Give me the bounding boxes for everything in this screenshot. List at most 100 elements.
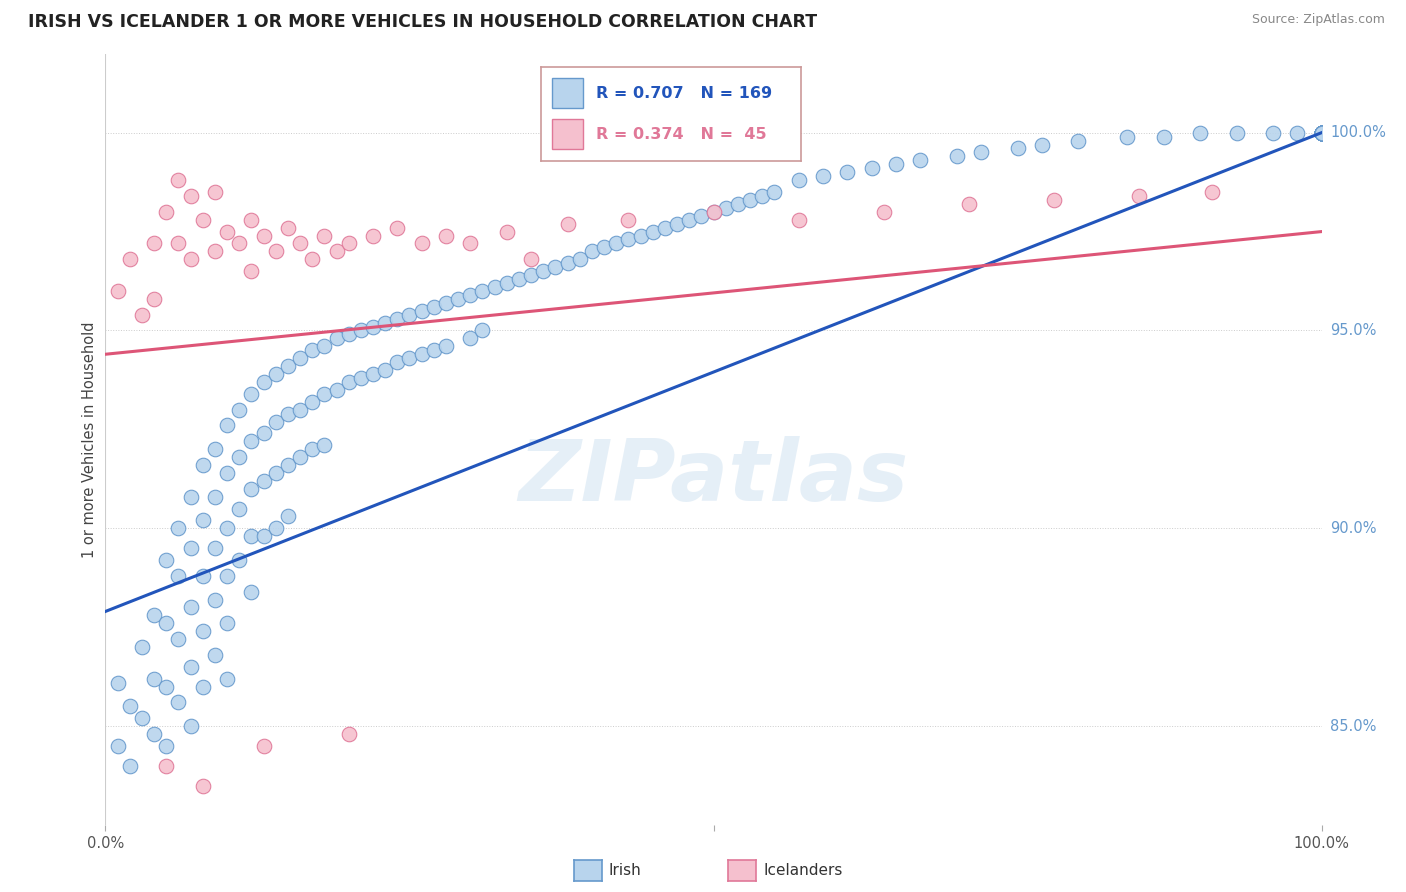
Point (1310, 126, 1333, 140)
Point (738, 193, 761, 207)
Point (167, 632, 190, 647)
Point (217, 616, 239, 631)
Point (1310, 126, 1333, 140)
Point (264, 367, 287, 381)
Point (131, 308, 153, 322)
Point (1310, 126, 1333, 140)
Point (361, 367, 384, 381)
Point (143, 608, 166, 623)
Point (240, 386, 263, 401)
Point (314, 386, 336, 401)
Point (884, 157, 907, 171)
Point (1310, 126, 1333, 140)
Point (1310, 126, 1333, 140)
Point (217, 466, 239, 480)
Point (1310, 126, 1333, 140)
Point (1310, 126, 1333, 140)
Text: R = 0.374   N =  45: R = 0.374 N = 45 (596, 127, 766, 142)
Point (837, 165, 859, 179)
Point (191, 458, 214, 472)
Point (217, 225, 239, 239)
Point (191, 212, 214, 227)
Point (314, 228, 336, 243)
Point (204, 244, 226, 259)
Point (1310, 126, 1333, 140)
Point (458, 288, 481, 302)
Point (107, 284, 129, 298)
Point (1310, 126, 1333, 140)
Point (873, 204, 896, 219)
Point (398, 308, 420, 322)
Point (434, 228, 457, 243)
Point (423, 300, 446, 314)
Point (970, 145, 993, 160)
Point (1189, 126, 1212, 140)
Point (458, 331, 481, 345)
Point (228, 553, 250, 567)
Point (131, 711, 153, 725)
Text: Icelanders: Icelanders (763, 863, 842, 878)
Point (763, 185, 786, 199)
Point (1310, 126, 1333, 140)
Point (288, 450, 311, 464)
Point (191, 569, 214, 583)
Point (155, 739, 177, 753)
Point (458, 236, 481, 251)
Point (337, 327, 360, 342)
Point (301, 343, 323, 358)
Point (288, 402, 311, 417)
Point (361, 228, 384, 243)
Point (1043, 193, 1066, 207)
Point (240, 434, 263, 449)
Point (1310, 126, 1333, 140)
Point (118, 758, 141, 772)
Point (1310, 126, 1333, 140)
Point (337, 375, 360, 389)
Point (1310, 126, 1333, 140)
Point (143, 727, 166, 741)
Point (666, 217, 689, 231)
Point (641, 225, 664, 239)
Point (423, 343, 446, 358)
Point (277, 509, 299, 524)
Point (217, 672, 239, 686)
Point (581, 244, 603, 259)
Point (605, 236, 627, 251)
Point (1310, 126, 1333, 140)
Point (204, 442, 226, 457)
Point (264, 415, 287, 429)
Point (325, 331, 347, 345)
Point (1310, 126, 1333, 140)
Point (204, 541, 226, 555)
Point (557, 217, 579, 231)
Point (301, 394, 323, 409)
Point (520, 268, 543, 282)
Point (1310, 126, 1333, 140)
Point (264, 521, 287, 535)
Point (325, 244, 347, 259)
Point (240, 584, 263, 599)
Point (495, 225, 517, 239)
Point (1128, 189, 1150, 203)
Point (143, 672, 166, 686)
Point (107, 675, 129, 690)
Point (531, 264, 554, 278)
Point (240, 264, 263, 278)
Point (447, 292, 470, 306)
Text: 90.0%: 90.0% (1330, 521, 1376, 536)
Point (325, 383, 347, 397)
Point (277, 359, 299, 373)
Point (411, 347, 433, 361)
Point (1225, 126, 1247, 140)
Point (217, 521, 239, 535)
Point (155, 616, 177, 631)
Point (1310, 126, 1333, 140)
Point (1310, 126, 1333, 140)
Point (1310, 126, 1333, 140)
Text: 100.0%: 100.0% (1330, 125, 1386, 140)
Text: R = 0.707   N = 169: R = 0.707 N = 169 (596, 86, 772, 101)
Point (727, 197, 749, 211)
Point (361, 319, 384, 334)
Point (1310, 126, 1333, 140)
Point (180, 600, 202, 615)
